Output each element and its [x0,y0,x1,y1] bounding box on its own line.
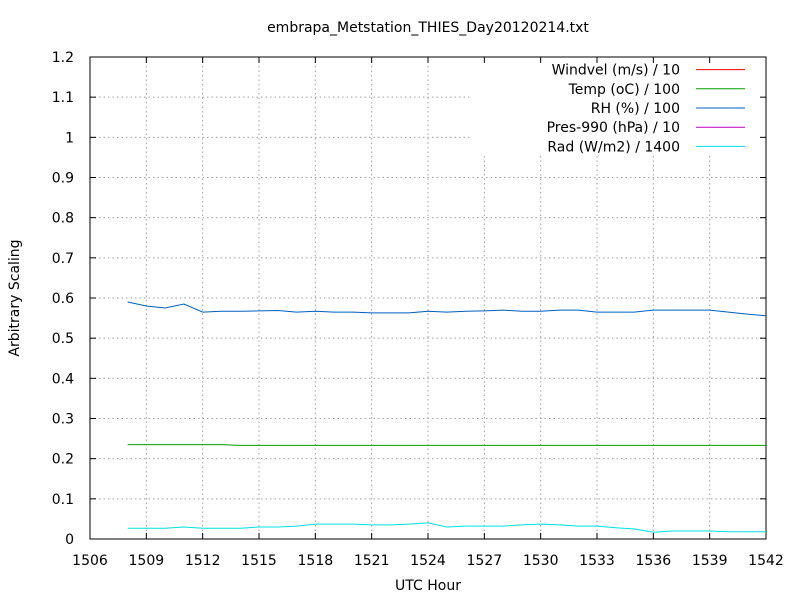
x-tick-label: 1521 [354,553,390,569]
x-tick-label: 1512 [185,553,221,569]
legend: Windvel (m/s) / 10 Temp (oC) / 100 RH (%) … [547,63,745,155]
y-tick-label: 0.4 [52,371,74,387]
y-tick-label: 1.1 [52,90,74,106]
y-tick-label: 1 [65,130,74,146]
x-axis-label: UTC Hour [395,578,461,594]
x-tick-label: 1506 [72,553,108,569]
legend-label: Pres-990 (hPa) / 10 [547,120,680,136]
series-line [127,522,766,533]
y-tick-label: 0.5 [52,331,74,347]
legend-label: Windvel (m/s) / 10 [552,63,680,79]
series-line [127,444,766,446]
x-tick-label: 1533 [579,553,615,569]
x-tick-label: 1515 [241,553,277,569]
x-tick-label: 1527 [467,553,503,569]
y-tick-label: 0.6 [52,291,74,307]
y-tick-label: 0.2 [52,452,74,468]
y-tick-label: 0.9 [52,171,74,187]
y-tick-label: 0.7 [52,251,74,267]
x-tick-label: 1509 [129,553,165,569]
x-tick-label: 1539 [692,553,728,569]
y-tick-label: 0.1 [52,492,74,508]
y-tick-label: 0.8 [52,211,74,227]
series-line [127,301,767,317]
x-tick-label: 1542 [748,553,784,569]
x-tick-label: 1518 [298,553,334,569]
x-tick-label: 1536 [636,553,672,569]
legend-label: Rad (W/m2) / 1400 [547,139,680,155]
x-tick-label: 1524 [410,553,446,569]
legend-label: RH (%) / 100 [591,101,680,117]
grid-lines [90,57,766,539]
y-tick-label: 0 [65,532,74,548]
y-tick-label: 0.3 [52,412,74,428]
axis-ticks: 1506 1509 1512 1515 1518 1521 1524 1527 1530 1533… [52,50,784,569]
series-lines [127,301,767,533]
chart-title: embrapa_Metstation_THIES_Day20120214.txt [267,20,589,36]
x-tick-label: 1530 [523,553,559,569]
legend-label: Temp (oC) / 100 [568,82,680,98]
y-axis-label: Arbitrary Scaling [7,239,23,356]
y-tick-label: 1.2 [52,50,74,66]
